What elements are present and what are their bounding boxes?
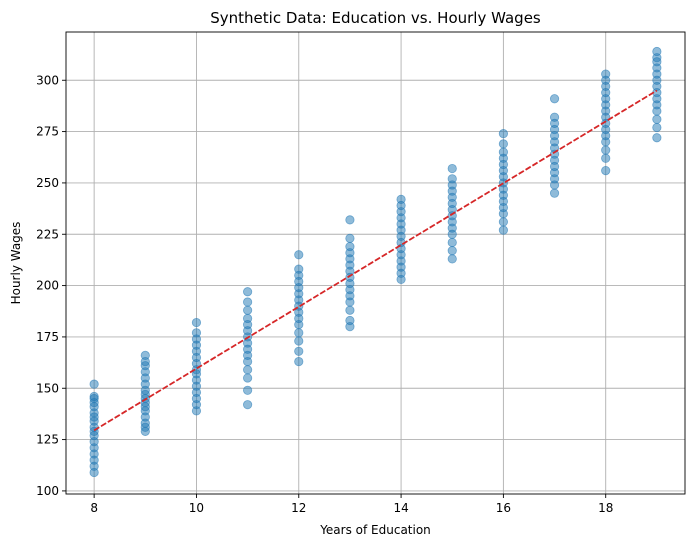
x-tick-label: 18 — [598, 501, 613, 515]
data-point — [345, 305, 355, 315]
y-tick-label: 150 — [36, 381, 59, 395]
data-point — [243, 385, 253, 395]
data-point — [549, 112, 560, 122]
data-point — [652, 46, 662, 57]
grid-lines — [66, 32, 685, 494]
x-tick-label: 12 — [291, 501, 306, 515]
y-tick-label: 200 — [36, 279, 59, 293]
data-point — [345, 315, 355, 326]
data-point — [89, 379, 99, 389]
data-point — [498, 225, 508, 235]
data-point — [447, 246, 457, 256]
x-tick-label: 10 — [189, 501, 204, 515]
data-point — [191, 328, 202, 338]
y-tick-label: 300 — [36, 73, 59, 87]
x-tick-label: 14 — [393, 501, 408, 515]
y-tick-label: 225 — [36, 227, 59, 241]
x-axis-label: Years of Education — [319, 523, 431, 537]
data-point — [498, 147, 508, 157]
data-point — [447, 163, 457, 174]
data-point — [89, 391, 99, 402]
data-point — [345, 215, 355, 225]
x-tick-label: 8 — [90, 501, 98, 515]
data-point — [447, 174, 457, 184]
plot-frame — [65, 31, 686, 495]
data-point — [294, 346, 304, 356]
data-point — [498, 129, 508, 139]
y-tick-label: 100 — [36, 484, 59, 498]
regression-fit-line — [93, 89, 658, 432]
data-point — [191, 317, 202, 328]
data-point — [294, 356, 304, 367]
data-point — [652, 122, 662, 133]
x-axis-ticks: 8 10 12 14 16 18 — [90, 494, 613, 515]
y-axis-ticks: 100 125 150 175 200 225 250 275 300 — [36, 73, 66, 498]
data-point — [140, 350, 150, 360]
data-point — [243, 287, 253, 297]
data-point — [549, 188, 560, 198]
data-point — [294, 328, 304, 338]
y-tick-label: 275 — [36, 125, 59, 139]
data-point — [243, 305, 253, 315]
data-points — [89, 46, 662, 478]
y-tick-label: 175 — [36, 330, 59, 344]
fit-line-layer — [93, 89, 658, 432]
data-point — [243, 373, 253, 383]
data-point — [601, 145, 611, 155]
y-axis-label: Hourly Wages — [9, 222, 23, 305]
data-point — [447, 254, 457, 264]
data-point — [294, 336, 304, 346]
data-point — [498, 217, 508, 227]
data-point — [294, 250, 304, 260]
data-point — [396, 194, 406, 204]
data-point — [294, 264, 304, 274]
data-point — [345, 233, 355, 243]
chart-title: Synthetic Data: Education vs. Hourly Wag… — [210, 9, 541, 27]
data-point — [243, 400, 253, 410]
data-point — [549, 94, 560, 104]
data-point — [243, 365, 253, 375]
data-point — [345, 241, 355, 252]
data-point — [243, 313, 253, 324]
y-tick-label: 125 — [36, 433, 59, 447]
x-tick-label: 16 — [496, 501, 511, 515]
data-point — [652, 114, 662, 124]
data-point — [652, 133, 662, 143]
y-tick-label: 250 — [36, 176, 59, 190]
data-point — [601, 153, 611, 163]
data-point — [243, 297, 253, 307]
data-point — [498, 139, 508, 149]
data-point — [601, 69, 611, 79]
data-point — [601, 166, 611, 176]
data-point — [447, 237, 457, 248]
